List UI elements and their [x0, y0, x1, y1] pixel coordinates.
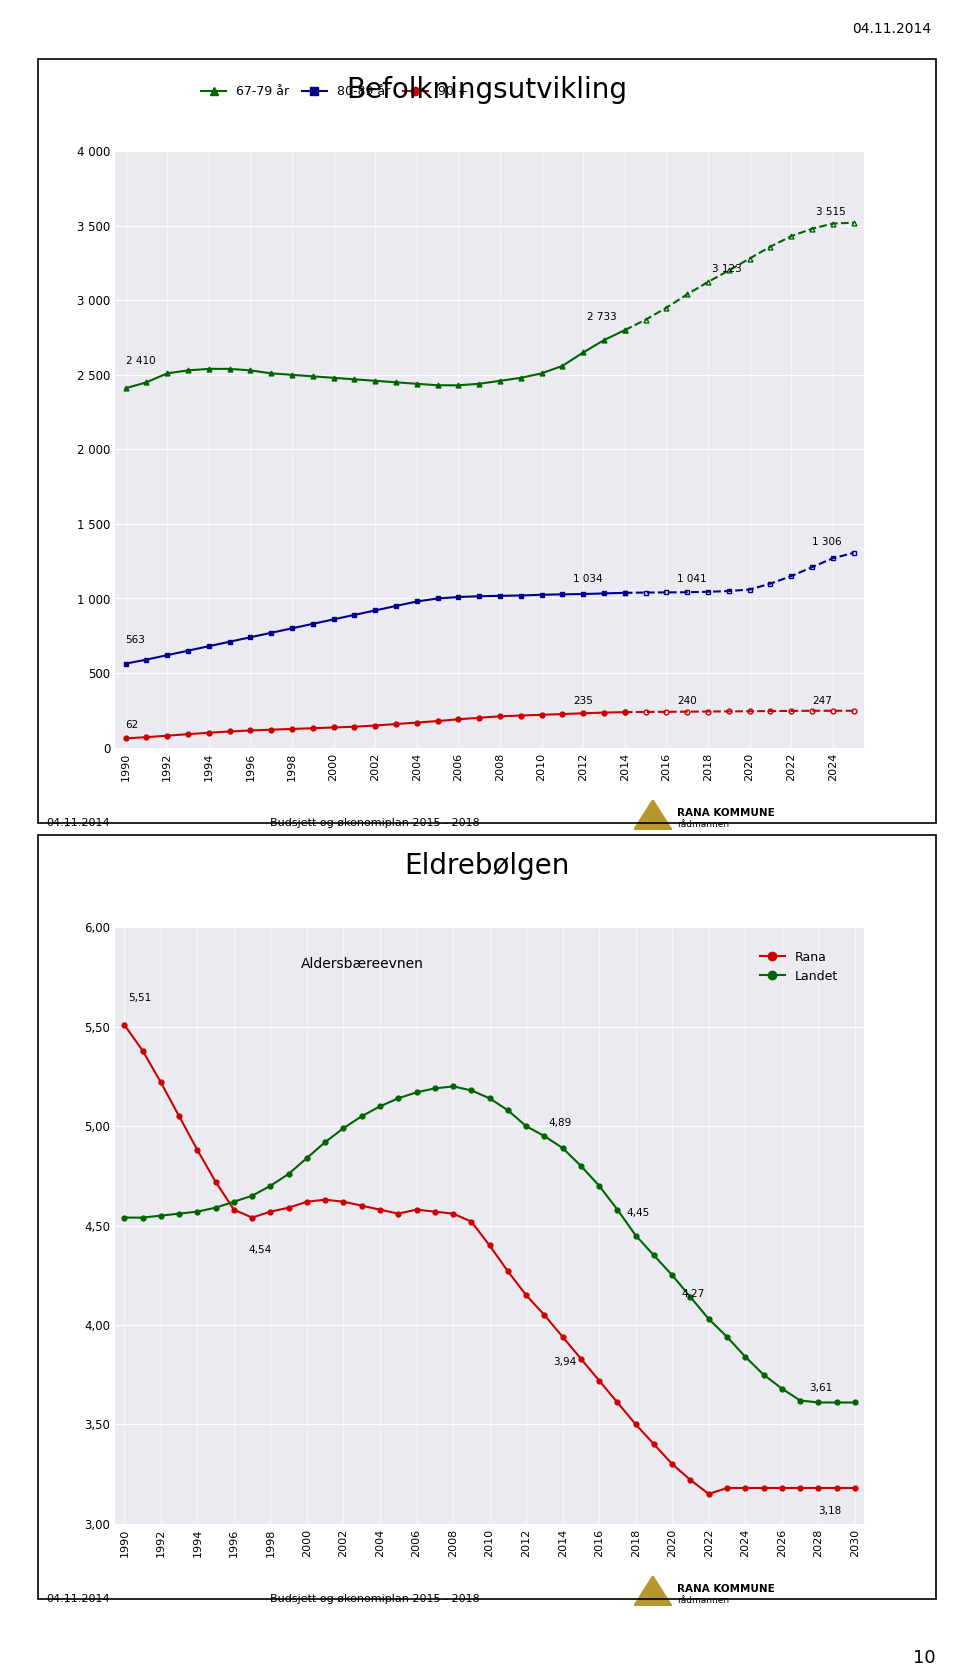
Polygon shape	[634, 800, 672, 830]
Text: 2 733: 2 733	[588, 312, 617, 321]
Text: 5,51: 5,51	[128, 993, 152, 1003]
Text: 10: 10	[913, 1648, 936, 1667]
Text: 04.11.2014: 04.11.2014	[46, 818, 109, 828]
Text: rådmannen: rådmannen	[677, 820, 729, 828]
Text: 247: 247	[812, 696, 832, 706]
Text: Befolkningsutvikling: Befolkningsutvikling	[347, 76, 628, 104]
Text: 3,94: 3,94	[554, 1357, 577, 1368]
Text: 1 034: 1 034	[573, 575, 603, 585]
Text: 3,61: 3,61	[809, 1383, 832, 1393]
Text: 240: 240	[677, 696, 697, 706]
Text: 4,27: 4,27	[682, 1289, 705, 1299]
Text: 04.11.2014: 04.11.2014	[46, 1594, 109, 1604]
Text: 235: 235	[573, 697, 592, 706]
Text: Budsjett og økonomiplan 2015 - 2018: Budsjett og økonomiplan 2015 - 2018	[270, 1594, 479, 1604]
Text: 4,89: 4,89	[548, 1119, 571, 1129]
Text: rådmannen: rådmannen	[677, 1596, 729, 1604]
Text: Aldersbæreevnen: Aldersbæreevnen	[300, 958, 423, 971]
Text: 3 515: 3 515	[816, 207, 846, 217]
Legend: 67-79 år, 80-89 år, 90 +: 67-79 år, 80-89 år, 90 +	[197, 81, 473, 102]
Text: RANA KOMMUNE: RANA KOMMUNE	[677, 1584, 775, 1594]
Text: 3 123: 3 123	[712, 264, 742, 274]
Legend: Rana, Landet: Rana, Landet	[755, 946, 843, 988]
Text: 2 410: 2 410	[126, 356, 156, 366]
Text: Eldrebølgen: Eldrebølgen	[404, 852, 570, 880]
Text: 4,45: 4,45	[627, 1208, 650, 1218]
Text: 3,18: 3,18	[818, 1505, 842, 1515]
Polygon shape	[634, 1576, 672, 1606]
Text: RANA KOMMUNE: RANA KOMMUNE	[677, 808, 775, 818]
Text: 04.11.2014: 04.11.2014	[852, 22, 931, 35]
Text: Budsjett og økonomiplan 2015 - 2018: Budsjett og økonomiplan 2015 - 2018	[270, 818, 479, 828]
Text: 563: 563	[126, 635, 146, 645]
Text: 4,54: 4,54	[249, 1245, 272, 1255]
Text: 1 306: 1 306	[812, 538, 842, 546]
Text: 1 041: 1 041	[677, 575, 707, 585]
Text: 62: 62	[126, 721, 139, 731]
